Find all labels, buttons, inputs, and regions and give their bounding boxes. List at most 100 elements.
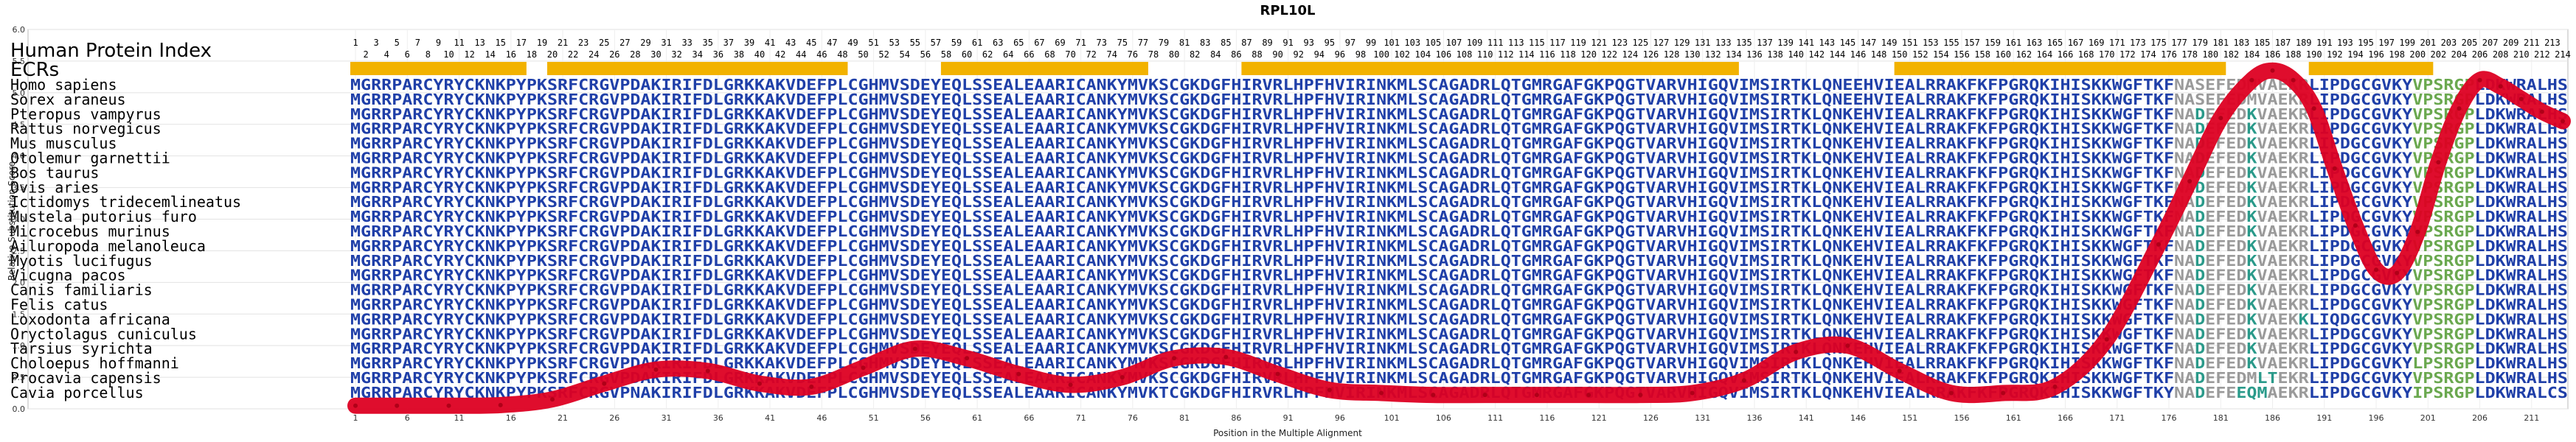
- species-name: Microcebus murinus: [10, 222, 170, 240]
- human-index-number: 97: [1345, 38, 1355, 48]
- score-point: [2291, 77, 2296, 83]
- human-index-number: 73: [1097, 38, 1107, 48]
- x-tick-label: 46: [816, 413, 827, 423]
- human-index-number: 201: [2420, 38, 2436, 48]
- human-index-number: 164: [2037, 49, 2053, 60]
- y-tick-label: 4.5: [13, 120, 26, 130]
- species-name: Oryctolagus cuniculus: [10, 325, 197, 343]
- score-point: [2001, 390, 2006, 396]
- human-index-number: 107: [1446, 38, 1462, 48]
- human-index-number: 75: [1117, 38, 1128, 48]
- human-index-number: 110: [1477, 49, 1493, 60]
- chart-title: RPL10L: [1260, 3, 1315, 18]
- human-index-number: 147: [1861, 38, 1877, 48]
- human-index-number: 194: [2347, 49, 2364, 60]
- human-index-number: 36: [713, 49, 723, 60]
- human-index-number: 100: [1373, 49, 1389, 60]
- ecr-bar: [2308, 62, 2434, 75]
- x-tick-label: 191: [2316, 413, 2332, 423]
- y-tick-label: 2.0: [13, 278, 26, 287]
- score-point: [1172, 356, 1177, 361]
- human-index-number: 158: [1974, 49, 1990, 60]
- human-index-number: 57: [931, 38, 941, 48]
- human-index-number: 21: [558, 38, 568, 48]
- human-index-number: 172: [2120, 49, 2136, 60]
- human-index-number: 181: [2212, 38, 2229, 48]
- x-tick-label: 211: [2524, 413, 2539, 423]
- human-index-number: 78: [1148, 49, 1159, 60]
- score-point: [965, 356, 970, 361]
- human-index-number: 65: [1013, 38, 1024, 48]
- score-point: [705, 368, 710, 373]
- human-index-number: 193: [2337, 38, 2353, 48]
- score-point: [861, 365, 866, 371]
- species-name: Tarsius syrichta: [10, 340, 153, 357]
- human-index-number: 135: [1736, 38, 1752, 48]
- x-tick-label: 206: [2472, 413, 2488, 423]
- human-index-number: 53: [889, 38, 899, 48]
- human-index-number: 149: [1881, 38, 1898, 48]
- human-index-number: 115: [1529, 38, 1545, 48]
- score-point: [2374, 267, 2378, 273]
- score-point: [1794, 349, 1799, 354]
- human-index-number: 168: [2078, 49, 2094, 60]
- human-index-number: 142: [1808, 49, 1825, 60]
- x-tick-label: 6: [405, 413, 410, 423]
- x-tick-label: 101: [1384, 413, 1400, 423]
- score-point: [446, 403, 451, 408]
- human-index-number: 211: [2524, 38, 2540, 48]
- human-index-number: 195: [2358, 38, 2374, 48]
- human-index-number: 165: [2047, 38, 2063, 48]
- human-index-number: 76: [1128, 49, 1138, 60]
- x-tick-label: 201: [2420, 413, 2436, 423]
- human-index-number: 79: [1159, 38, 1169, 48]
- human-index-number: 3: [374, 38, 379, 48]
- human-index-number: 111: [1487, 38, 1504, 48]
- human-index-number: 203: [2441, 38, 2457, 48]
- species-name: Ictidomys tridecemlineatus: [10, 193, 241, 211]
- score-point: [2332, 166, 2337, 171]
- x-tick-label: 41: [765, 413, 775, 423]
- score-point: [602, 381, 607, 386]
- human-index-number: 202: [2431, 49, 2447, 60]
- human-index-number: 64: [1003, 49, 1013, 60]
- x-tick-label: 151: [1902, 413, 1917, 423]
- human-index-number: 119: [1570, 38, 1586, 48]
- human-index-number: 123: [1611, 38, 1628, 48]
- human-index-number: 151: [1902, 38, 1918, 48]
- human-index-number: 178: [2181, 49, 2198, 60]
- score-point: [2415, 229, 2420, 234]
- human-index-number: 185: [2254, 38, 2271, 48]
- human-index-number: 197: [2378, 38, 2395, 48]
- human-index-number: 15: [496, 38, 506, 48]
- human-index-number: 174: [2140, 49, 2156, 60]
- score-point: [1845, 343, 1850, 348]
- human-index-number: 67: [1034, 38, 1044, 48]
- ecr-bar: [940, 62, 1148, 75]
- x-tick-label: 136: [1746, 413, 1762, 423]
- x-tick-label: 166: [2058, 413, 2073, 423]
- human-index-number: 41: [765, 38, 775, 48]
- human-index-number: 159: [1985, 38, 2001, 48]
- axis-layer: 0.0 0.5 1.0 1.5 2.0 2.5 3.0 3.5 4.0 4.5 5.0 5.5 6.0 1…: [13, 25, 2540, 423]
- human-index-number: 99: [1366, 38, 1376, 48]
- human-index-number: 81: [1179, 38, 1190, 48]
- x-tick-label: 146: [1850, 413, 1866, 423]
- human-index-number: 186: [2265, 49, 2281, 60]
- human-index-number: 155: [1943, 38, 1959, 48]
- score-point: [2457, 106, 2462, 111]
- x-tick-label: 186: [2265, 413, 2280, 423]
- human-index-number: 120: [1580, 49, 1597, 60]
- human-index-number: 23: [578, 38, 589, 48]
- score-point: [1638, 393, 1643, 398]
- x-tick-label: 141: [1799, 413, 1814, 423]
- human-index-number: 47: [827, 38, 837, 48]
- x-tick-label: 156: [1954, 413, 1969, 423]
- human-index-number: 96: [1335, 49, 1345, 60]
